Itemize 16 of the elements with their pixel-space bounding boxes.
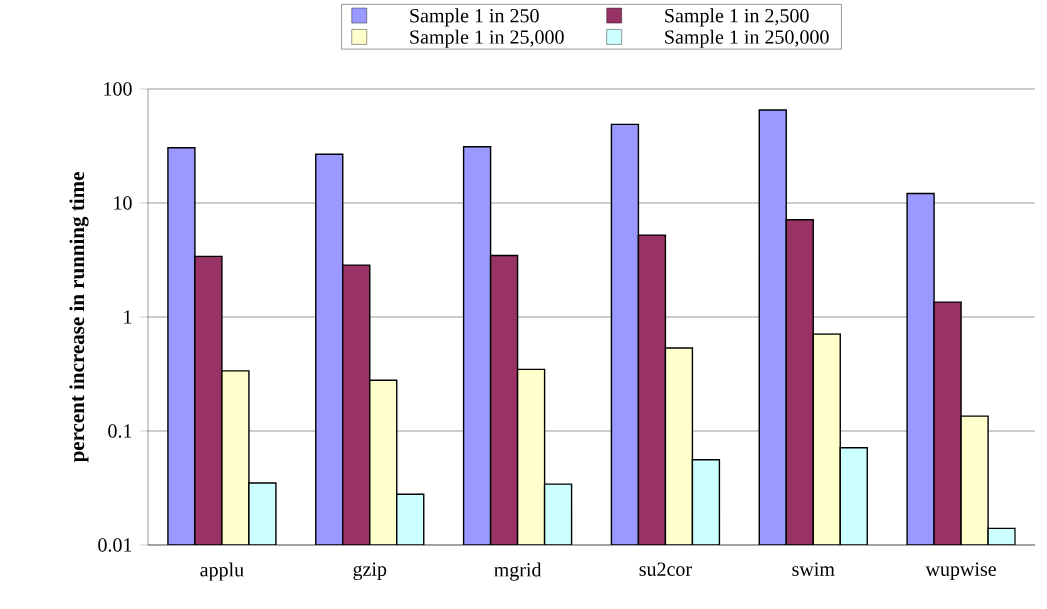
y-tick-label: 10 [114,196,132,210]
x-tick-label: applu [200,562,244,581]
y-tick-label: 0.1 [108,424,132,438]
y-tick-label: 1 [124,310,132,324]
y-tick-label: 0.01 [98,538,132,552]
x-tick-label: wupwise [925,562,996,580]
legend-label: Sample 1 in 25,000 [410,29,564,48]
x-tick-label: swim [792,562,835,576]
y-axis-title: percent increase in running time [69,172,89,463]
x-tick-label: su2cor [639,562,692,576]
x-tick-label: gzip [353,562,387,581]
y-tick-label: 100 [104,82,132,96]
legend-label: Sample 1 in 2,500 [665,8,809,27]
legend-label: Sample 1 in 250,000 [665,29,829,48]
legend-label: Sample 1 in 250 [410,8,539,27]
x-tick-label: mgrid [494,562,542,581]
